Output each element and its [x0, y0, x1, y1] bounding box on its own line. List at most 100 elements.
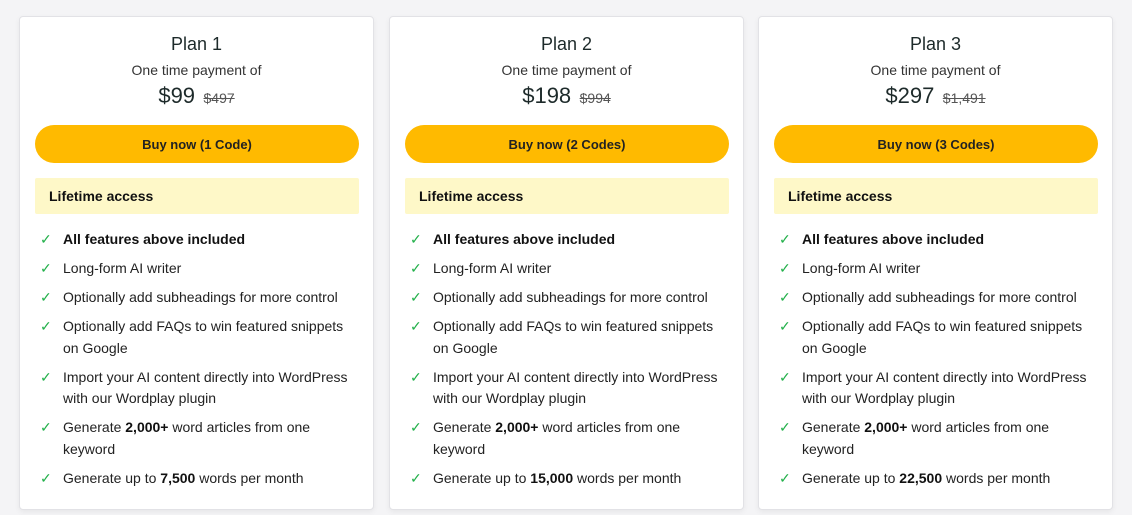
feature-item: ✓ Generate 2,000+ word articles from one …: [410, 417, 730, 460]
feature-text: words per month: [942, 469, 1051, 486]
feature-item: ✓ Long-form AI writer: [40, 258, 360, 280]
feature-item: ✓ All features above included: [410, 229, 730, 251]
feature-item: ✓ Generate up to 22,500 words per month: [779, 468, 1099, 490]
check-icon: ✓: [410, 289, 422, 305]
old-price: $994: [579, 90, 611, 106]
lifetime-access-banner: Lifetime access: [774, 178, 1098, 214]
feature-text: Optionally add FAQs to win featured snip…: [802, 318, 1083, 356]
check-icon: ✓: [40, 368, 52, 385]
check-icon: ✓: [410, 419, 422, 435]
plan-title: Plan 2: [540, 34, 593, 54]
feature-item: ✓ Optionally add subheadings for more con…: [779, 287, 1099, 309]
plan-title: Plan 3: [909, 34, 962, 54]
check-icon: ✓: [779, 318, 791, 334]
feature-highlight: All features above included: [433, 231, 616, 247]
feature-item: ✓ Optionally add subheadings for more con…: [410, 287, 730, 309]
feature-item: ✓ Long-form AI writer: [410, 258, 730, 280]
feature-text: Import your AI content directly into Wor…: [433, 368, 718, 407]
payment-label: One time payment of: [501, 62, 632, 78]
check-icon: ✓: [410, 260, 422, 276]
check-icon: ✓: [779, 419, 791, 435]
check-icon: ✓: [779, 368, 791, 385]
feature-highlight: 2,000+: [495, 419, 539, 435]
lifetime-access-banner: Lifetime access: [35, 178, 359, 214]
check-icon: ✓: [410, 231, 422, 247]
feature-highlight: 7,500: [160, 469, 196, 486]
price: $297: [885, 83, 935, 108]
plan-card: Plan 1 One time payment of $99 $497 Buy …: [19, 16, 374, 510]
check-icon: ✓: [40, 260, 52, 276]
price-row: $99 $497: [20, 83, 373, 111]
plan-card: Plan 3 One time payment of $297 $1,491 B…: [758, 16, 1113, 510]
feature-text: Import your AI content directly into Wor…: [802, 368, 1087, 407]
check-icon: ✓: [779, 289, 791, 305]
feature-text: Long-form AI writer: [433, 260, 552, 276]
feature-text: Optionally add FAQs to win featured snip…: [63, 318, 344, 356]
feature-highlight: 2,000+: [864, 419, 908, 435]
feature-list: ✓ All features above included ✓ Long-form A…: [779, 229, 1099, 497]
feature-text: words per month: [195, 469, 304, 486]
feature-item: ✓ Optionally add FAQs to win featured sni…: [40, 316, 360, 359]
feature-highlight: 2,000+: [125, 419, 169, 435]
feature-item: ✓ All features above included: [779, 229, 1099, 251]
old-price: $497: [203, 90, 235, 106]
feature-text: word articles from one keyword: [802, 419, 1050, 457]
payment-label: One time payment of: [131, 62, 262, 78]
check-icon: ✓: [410, 469, 422, 486]
payment-label: One time payment of: [870, 62, 1001, 78]
feature-text: Generate: [63, 419, 126, 435]
check-icon: ✓: [40, 419, 52, 435]
price-row: $297 $1,491: [759, 83, 1112, 111]
check-icon: ✓: [410, 318, 422, 334]
feature-highlight: All features above included: [802, 231, 985, 247]
buy-now-button[interactable]: Buy now (1 Code): [35, 125, 359, 163]
feature-text: Generate up to: [802, 469, 900, 486]
price: $99: [158, 83, 196, 108]
feature-text: Generate up to: [433, 469, 531, 486]
feature-item: ✓ Optionally add subheadings for more con…: [40, 287, 360, 309]
feature-item: ✓ Import your AI content directly into Wo…: [40, 367, 360, 410]
feature-text: Import your AI content directly into Wor…: [63, 368, 348, 407]
feature-item: ✓ Optionally add FAQs to win featured sni…: [779, 316, 1099, 359]
feature-item: ✓ Long-form AI writer: [779, 258, 1099, 280]
feature-text: word articles from one keyword: [433, 419, 681, 457]
plan-title: Plan 1: [170, 34, 223, 54]
feature-text: Optionally add subheadings for more cont…: [433, 289, 708, 305]
feature-item: ✓ All features above included: [40, 229, 360, 251]
feature-item: ✓ Generate up to 7,500 words per month: [40, 468, 360, 490]
buy-now-button[interactable]: Buy now (3 Codes): [774, 125, 1098, 163]
feature-item: ✓ Import your AI content directly into Wo…: [779, 367, 1099, 410]
feature-text: Long-form AI writer: [63, 260, 182, 276]
check-icon: ✓: [779, 469, 791, 486]
feature-text: Optionally add subheadings for more cont…: [802, 289, 1077, 305]
feature-item: ✓ Generate up to 15,000 words per month: [410, 468, 730, 490]
check-icon: ✓: [410, 368, 422, 385]
feature-highlight: 22,500: [899, 469, 943, 486]
feature-text: Generate up to: [63, 469, 161, 486]
feature-list: ✓ All features above included ✓ Long-form A…: [410, 229, 730, 497]
feature-text: Generate: [802, 419, 865, 435]
feature-highlight: 15,000: [530, 469, 574, 486]
feature-item: ✓ Optionally add FAQs to win featured sni…: [410, 316, 730, 359]
old-price: $1,491: [942, 90, 986, 106]
check-icon: ✓: [40, 231, 52, 247]
check-icon: ✓: [779, 260, 791, 276]
feature-highlight: All features above included: [63, 231, 246, 247]
feature-list: ✓ All features above included ✓ Long-form A…: [40, 229, 360, 497]
buy-now-button[interactable]: Buy now (2 Codes): [405, 125, 729, 163]
feature-item: ✓ Generate 2,000+ word articles from one …: [779, 417, 1099, 460]
feature-text: Generate: [433, 419, 496, 435]
feature-text: words per month: [573, 469, 682, 486]
feature-item: ✓ Import your AI content directly into Wo…: [410, 367, 730, 410]
feature-text: Optionally add subheadings for more cont…: [63, 289, 338, 305]
plan-card: Plan 2 One time payment of $198 $994 Buy…: [389, 16, 744, 510]
check-icon: ✓: [40, 289, 52, 305]
feature-text: word articles from one keyword: [63, 419, 311, 457]
feature-text: Long-form AI writer: [802, 260, 921, 276]
check-icon: ✓: [779, 231, 791, 247]
check-icon: ✓: [40, 318, 52, 334]
price: $198: [522, 83, 572, 108]
check-icon: ✓: [40, 469, 52, 486]
feature-item: ✓ Generate 2,000+ word articles from one …: [40, 417, 360, 460]
